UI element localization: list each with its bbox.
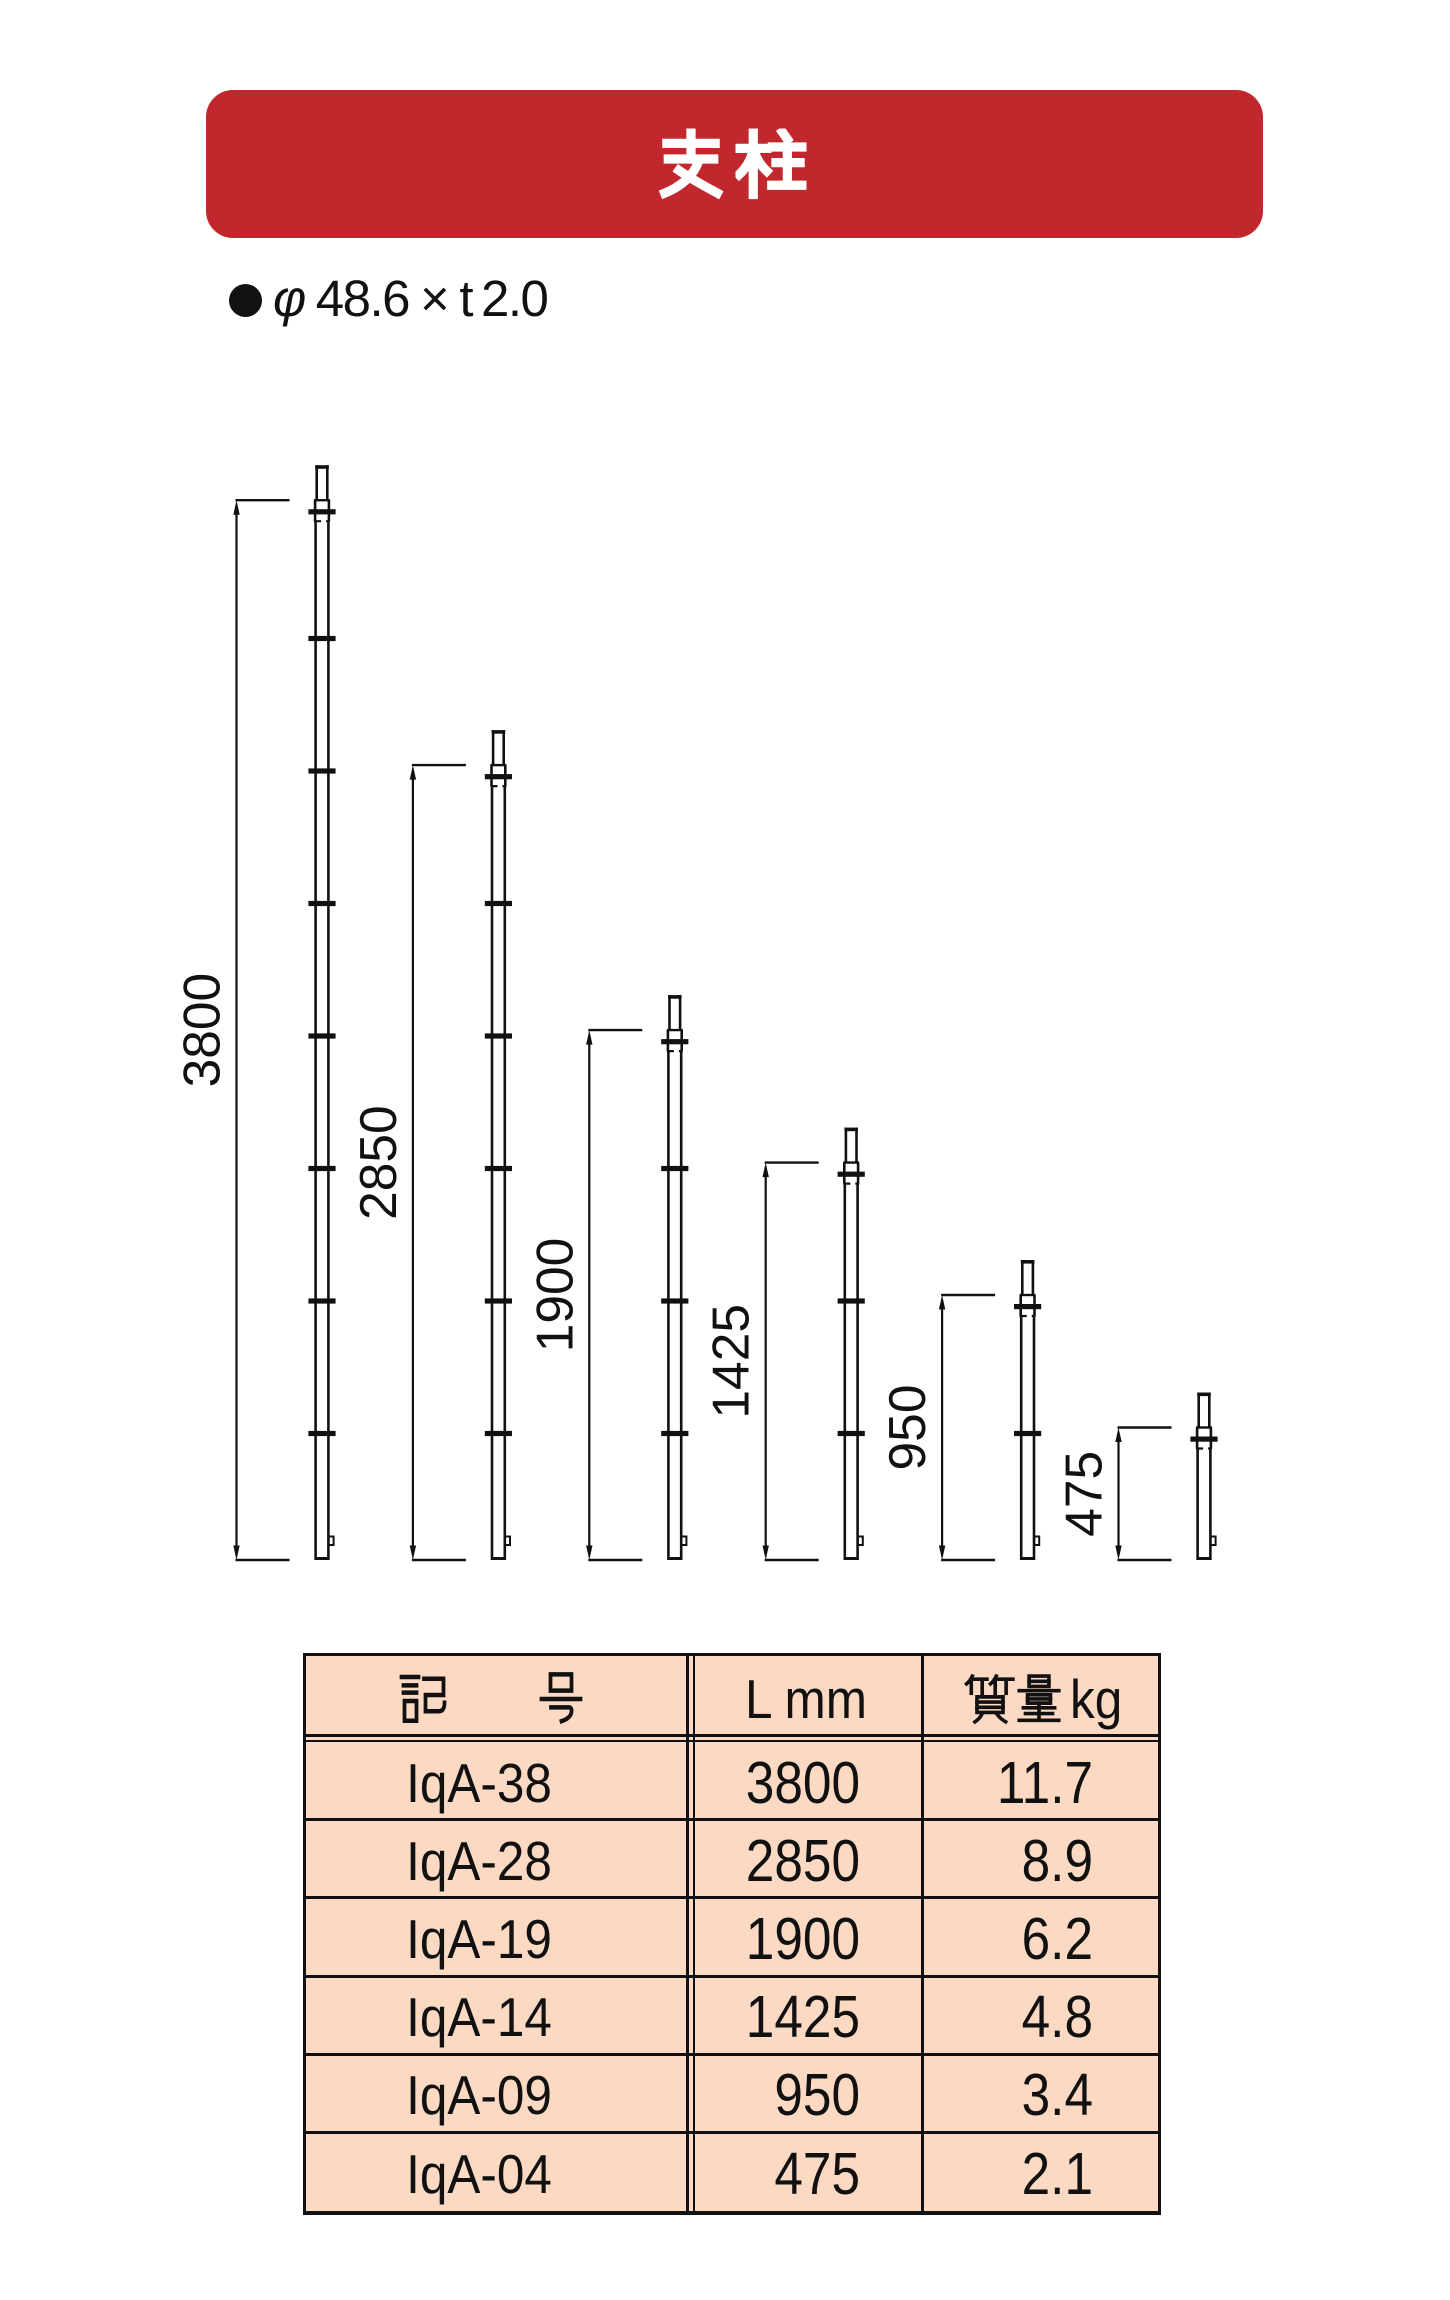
svg-text:1425: 1425 [702, 1304, 760, 1419]
svg-text:950: 950 [878, 1385, 936, 1471]
svg-text:3800: 3800 [173, 973, 231, 1088]
svg-text:1900: 1900 [525, 1238, 583, 1353]
svg-text:2850: 2850 [349, 1105, 407, 1220]
svg-text:475: 475 [1055, 1451, 1113, 1537]
